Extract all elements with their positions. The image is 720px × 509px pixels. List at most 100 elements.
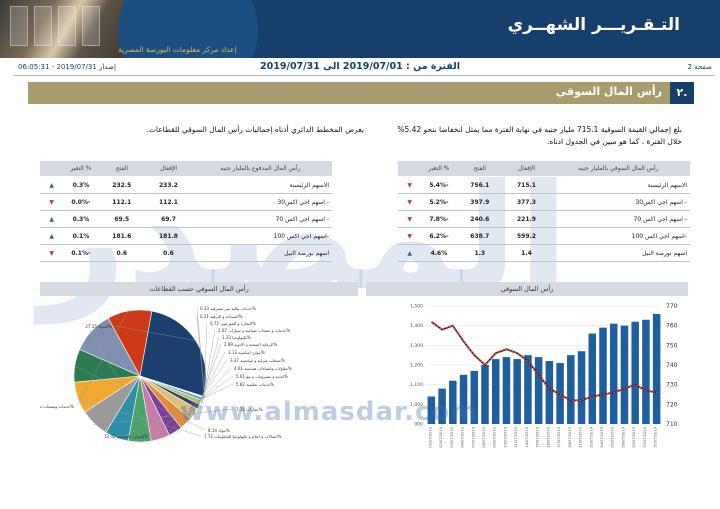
x-tick-label: 09/07/2019 (493, 426, 497, 447)
arrow-down-icon: ▼ (49, 249, 54, 257)
pie-leader-line (195, 343, 222, 416)
arrow-down-icon: ▼ (49, 198, 54, 206)
pie-leader-line (114, 325, 199, 342)
x-tick-label: 21/07/2019 (579, 426, 583, 447)
row-open: 1.3 (474, 249, 486, 257)
x-tick-label: 16/07/2019 (546, 426, 550, 447)
left-tick-label: 1,000 (410, 402, 423, 408)
header-close: الإقفال (517, 165, 536, 172)
table-row: اسهم بورصة النيل 1.4 1.3 4.6% ▲ (398, 245, 690, 262)
row-open: 638.7 (470, 232, 490, 240)
window-pane (34, 6, 52, 46)
row-change: -7.8% (429, 215, 449, 223)
pie-label: 5.61 اغذية و مشروبات و تبغ% (236, 374, 288, 379)
x-tick-label: 10/07/2019 (503, 426, 507, 447)
row-name: اسهم بورصة النيل (284, 249, 329, 257)
pie-leader-line (115, 383, 234, 440)
bar (459, 374, 468, 424)
x-tick-label: 25/07/2019 (611, 426, 615, 447)
pie-label: 0.21 السياحة و الترفيه% (200, 314, 243, 319)
pie-leader-line (92, 408, 234, 426)
section-number: ٢. (670, 82, 694, 104)
header-banner: التـقـريـــر الشهــري إعداد مركز معلومات… (0, 0, 720, 58)
arrow-up-icon: ▲ (49, 232, 54, 240)
section-title: رأس المال السوقي (555, 85, 662, 98)
left-tick-label: 1,500 (410, 304, 423, 310)
header-change: % التغير (70, 165, 92, 172)
row-open: 181.6 (112, 232, 132, 240)
bar (577, 351, 586, 424)
x-tick-label: 07/07/2019 (471, 426, 475, 447)
x-tick-label: 02/07/2019 (439, 426, 443, 447)
window-pane (82, 6, 100, 46)
paid-cap-table: رأس المال المدفوع بالمليار جنيه الإقفال … (40, 161, 332, 262)
row-open: 240.6 (470, 215, 490, 223)
pie-label: 27.15 البنوك% (85, 324, 112, 329)
table-row: الاسهم الرئيسية 233.2 232.5 0.3% ▲ (40, 177, 332, 194)
table-row: الاسهم الرئيسية 715.1 756.1 -5.4% ▼ (398, 177, 690, 194)
header-name: رأس المال السوقي بالمليار جنيه (578, 165, 659, 172)
window-pane (10, 6, 28, 46)
bar (438, 388, 446, 424)
bar (491, 359, 500, 424)
left-tick-label: 1,300 (410, 343, 423, 349)
header-change: % التغير (428, 165, 450, 172)
arrow-up-icon: ▲ (49, 215, 54, 223)
pie-leader-line (161, 367, 232, 441)
meta-row: صفحة 2 الفترة من : 2019/07/01 الى 2019/0… (0, 60, 720, 74)
row-open: 232.5 (112, 181, 132, 189)
table-row: -اسهم اجي اكس 100 599.2 638.7 -6.2% ▼ (398, 228, 690, 245)
row-close: 233.2 (158, 181, 178, 189)
bar (427, 396, 436, 424)
pie-leader-line (139, 375, 234, 445)
row-name: اسهم بورصة النيل (642, 249, 687, 257)
x-tick-label: 28/07/2019 (621, 426, 625, 447)
row-open: 397.9 (470, 198, 490, 206)
x-tick-label: 29/07/2019 (632, 426, 636, 447)
right-tick-label: 710 (666, 421, 678, 428)
pie-label: 7.15 عقارات% (236, 407, 263, 412)
right-tick-label: 730 (666, 382, 678, 389)
row-change: 4.6% (430, 249, 448, 257)
pie-leader-line (203, 322, 208, 400)
left-tick-label: 1,200 (410, 363, 423, 369)
pie-label: 0.13 خدمات مالية غير مصرفية% (200, 306, 256, 311)
row-name: - اسهم اجي اكس 70 (633, 215, 687, 223)
banner-curve (118, 0, 258, 58)
x-tick-label: 01/07/2019 (428, 426, 432, 447)
row-change: 0.1% (72, 232, 90, 240)
arrow-down-icon: ▼ (407, 232, 412, 240)
window-pane (58, 6, 76, 46)
header-open: الفتح (115, 165, 128, 172)
pie-label: 0.72 التجارة و الموزعون% (210, 321, 256, 326)
table-body: الاسهم الرئيسية 715.1 756.1 -5.4% ▼ - اسهم اج… (398, 177, 690, 262)
row-close: 0.6 (163, 249, 174, 257)
pie-leader-line (89, 329, 152, 437)
page-label: صفحة 2 (687, 63, 712, 71)
bar (642, 319, 650, 424)
report-title: التـقـريـــر الشهــري (507, 15, 680, 35)
arrow-up-icon: ▲ (407, 249, 412, 257)
row-open: 69.5 (114, 215, 130, 223)
row-change: 0.3% (72, 181, 90, 189)
row-name: -اسهم اجي اكس 100 (273, 232, 329, 240)
row-change: -5.4% (429, 181, 449, 189)
x-tick-label: 15/07/2019 (536, 426, 540, 447)
pie-label: 1.07 خدمات و منتجات صناعية و سيارات% (218, 328, 290, 333)
pie-label: 4.61 مقاولات وانشاءات هندسية% (234, 366, 292, 371)
table-row: اسهم بورصة النيل 0.6 0.6 -0.1% ▼ (40, 245, 332, 262)
right-tick-label: 760 (666, 323, 678, 330)
bar (470, 370, 479, 424)
table-row: -اسهم اجي اكس 100 181.8 181.6 0.1% ▲ (40, 228, 332, 245)
pie-label: 2.89 الرعاية الصحية و الادوية% (224, 342, 277, 347)
row-name: الاسهم الرئيسية (289, 181, 329, 189)
row-close: 221.9 (516, 215, 536, 223)
x-tick-label: 30/07/2019 (643, 426, 647, 447)
pie-leader-line (176, 359, 228, 434)
pie-label: 3.37 منتجات منزلية و شخصية% (230, 358, 285, 363)
row-open: 756.1 (470, 181, 490, 189)
pie-label: 5.82 خدمات تعليمية% (236, 382, 274, 387)
x-tick-label: 17/07/2019 (557, 426, 561, 447)
bar (620, 325, 629, 424)
row-close: 599.2 (516, 232, 536, 240)
